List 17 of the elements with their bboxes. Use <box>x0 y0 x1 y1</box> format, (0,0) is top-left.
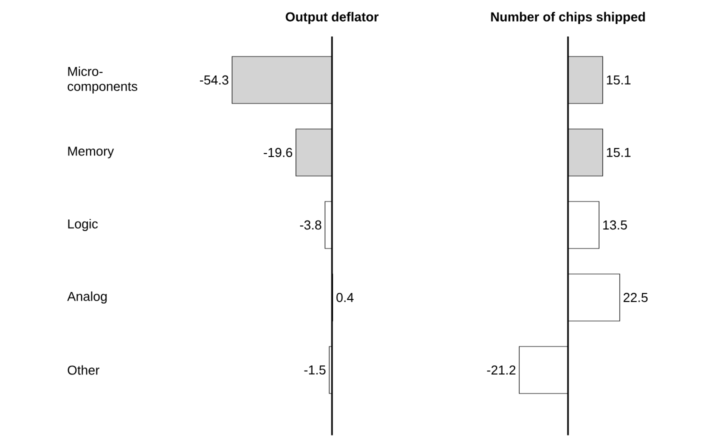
y-tick-label: Analog <box>67 291 107 304</box>
data-label: -54.3 <box>200 75 228 85</box>
data-label: 22.5 <box>624 292 648 302</box>
data-label: 15.1 <box>606 75 631 85</box>
data-label: 13.5 <box>603 220 627 230</box>
data-label: -1.5 <box>304 365 326 375</box>
data-label: -19.6 <box>264 148 292 158</box>
chart-title: Output deflator <box>286 12 379 24</box>
chart-title: Number of chips shipped <box>491 12 645 24</box>
y-tick-label: Other <box>68 365 100 375</box>
data-label: 15.1 <box>606 148 631 158</box>
data-label: -3.8 <box>300 220 322 230</box>
y-tick-label: Logic <box>68 218 98 232</box>
y-tick-label: Memory <box>68 146 114 158</box>
data-label: -21.2 <box>487 365 516 375</box>
data-label: 0.4 <box>336 292 354 302</box>
y-tick-label: Micro-components <box>68 66 138 94</box>
